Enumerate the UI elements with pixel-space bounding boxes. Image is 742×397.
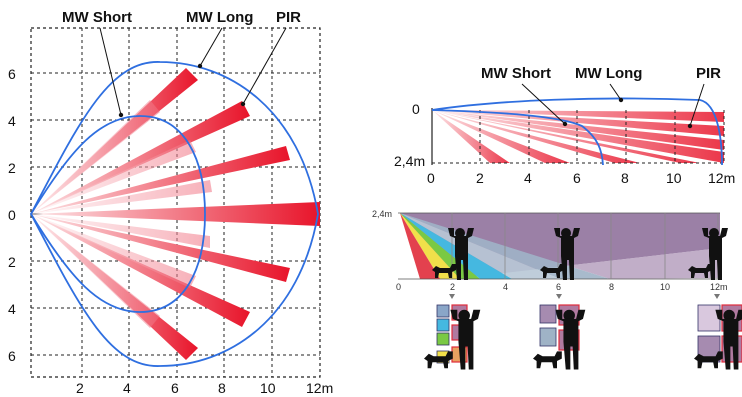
side-mw-short-label: MW Short <box>481 65 551 82</box>
top-x-tick: 12m <box>306 380 333 396</box>
person-arms-raised-icon <box>715 309 742 370</box>
dog-icon <box>694 351 723 369</box>
side-pir-beam <box>432 110 570 163</box>
top-x-tick: 8 <box>218 380 226 396</box>
top-y-tick: 0 <box>8 207 16 223</box>
top-y-tick: 6 <box>8 66 16 82</box>
person-arms-raised-icon <box>448 228 474 280</box>
top-mw-short-label: MW Short <box>62 9 132 26</box>
pir-beam-inner <box>31 214 160 328</box>
side-pir-beam <box>432 110 700 163</box>
detection-panels <box>424 304 742 370</box>
top-x-tick: 10 <box>260 380 276 396</box>
pir-beam-inner <box>31 214 210 248</box>
pir-beam <box>31 214 290 282</box>
pir-beams <box>31 68 320 360</box>
dog-icon <box>533 351 562 369</box>
side-pir-label: PIR <box>696 65 721 82</box>
zone-x-tick: 4 <box>503 282 508 292</box>
top-y-tick: 2 <box>8 254 16 270</box>
side-x-tick: 6 <box>573 170 581 186</box>
dog-icon <box>540 264 564 278</box>
pir-beam-inner <box>31 100 160 214</box>
side-x-tick: 12m <box>708 170 735 186</box>
person-arms-raised-icon <box>702 228 728 280</box>
pir-beam <box>31 202 320 226</box>
side-x-tick: 10 <box>666 170 682 186</box>
side-y-bottom-label: 2,4m <box>394 153 425 169</box>
dog-icon <box>688 264 712 278</box>
side-pir-beam <box>432 110 724 136</box>
side-mw-short-coverage <box>431 109 604 166</box>
zone-x-tick: 10 <box>660 282 670 292</box>
side-pir-beam <box>432 110 510 163</box>
side-mw-long-coverage <box>431 97 723 166</box>
top-y-tick: 4 <box>8 301 16 317</box>
top-y-tick: 6 <box>8 348 16 364</box>
person-arms-raised-icon <box>554 228 580 280</box>
pir-beam-inner <box>31 214 196 288</box>
pir-beam <box>31 214 250 327</box>
zone-x-tick: 0 <box>396 282 401 292</box>
side-x-tick: 8 <box>621 170 629 186</box>
zone-x-tick: 6 <box>556 282 561 292</box>
top-x-tick: 2 <box>76 380 84 396</box>
side-x-tick: 4 <box>524 170 532 186</box>
side-pir-beam <box>432 110 640 163</box>
side-view-diagram: MW Short MW Long PIR 0 2,4m 0 2 4 6 8 10… <box>394 65 735 186</box>
top-y-tick: 2 <box>8 160 16 176</box>
mw-short-coverage <box>29 115 206 313</box>
mw-long-coverage <box>29 61 319 367</box>
top-x-tick: 6 <box>171 380 179 396</box>
top-x-tick: 4 <box>123 380 131 396</box>
side-pir-beam <box>432 110 724 163</box>
person-arms-raised-icon <box>450 309 481 370</box>
pir-beam <box>31 101 250 214</box>
side-y-top-label: 0 <box>412 101 420 117</box>
pir-beam <box>31 146 290 214</box>
side-mw-long-label: MW Long <box>575 65 642 82</box>
top-pir-label: PIR <box>276 9 301 26</box>
zone-view-diagram: 2,4m 0 2 4 6 8 10 12m <box>372 209 728 299</box>
dog-icon <box>424 351 453 369</box>
dog-icon <box>432 264 456 278</box>
zone-x-tick: 12m <box>710 282 728 292</box>
side-pir-beams <box>432 110 724 163</box>
side-pir-beam <box>432 110 724 150</box>
pir-beam-inner <box>31 180 212 214</box>
person-arms-raised-icon <box>555 309 586 370</box>
top-view-diagram: 6 4 2 0 2 4 6 2 4 6 8 10 12m MW Short MW… <box>8 9 333 396</box>
top-mw-long-label: MW Long <box>186 9 253 26</box>
top-y-tick: 4 <box>8 113 16 129</box>
top-view-grid <box>31 28 320 377</box>
zone-height-label: 2,4m <box>372 209 392 219</box>
zone-x-tick: 8 <box>609 282 614 292</box>
side-x-tick: 2 <box>476 170 484 186</box>
zone-x-tick: 2 <box>450 282 455 292</box>
side-x-tick: 0 <box>427 170 435 186</box>
pir-beam-inner <box>31 140 196 214</box>
